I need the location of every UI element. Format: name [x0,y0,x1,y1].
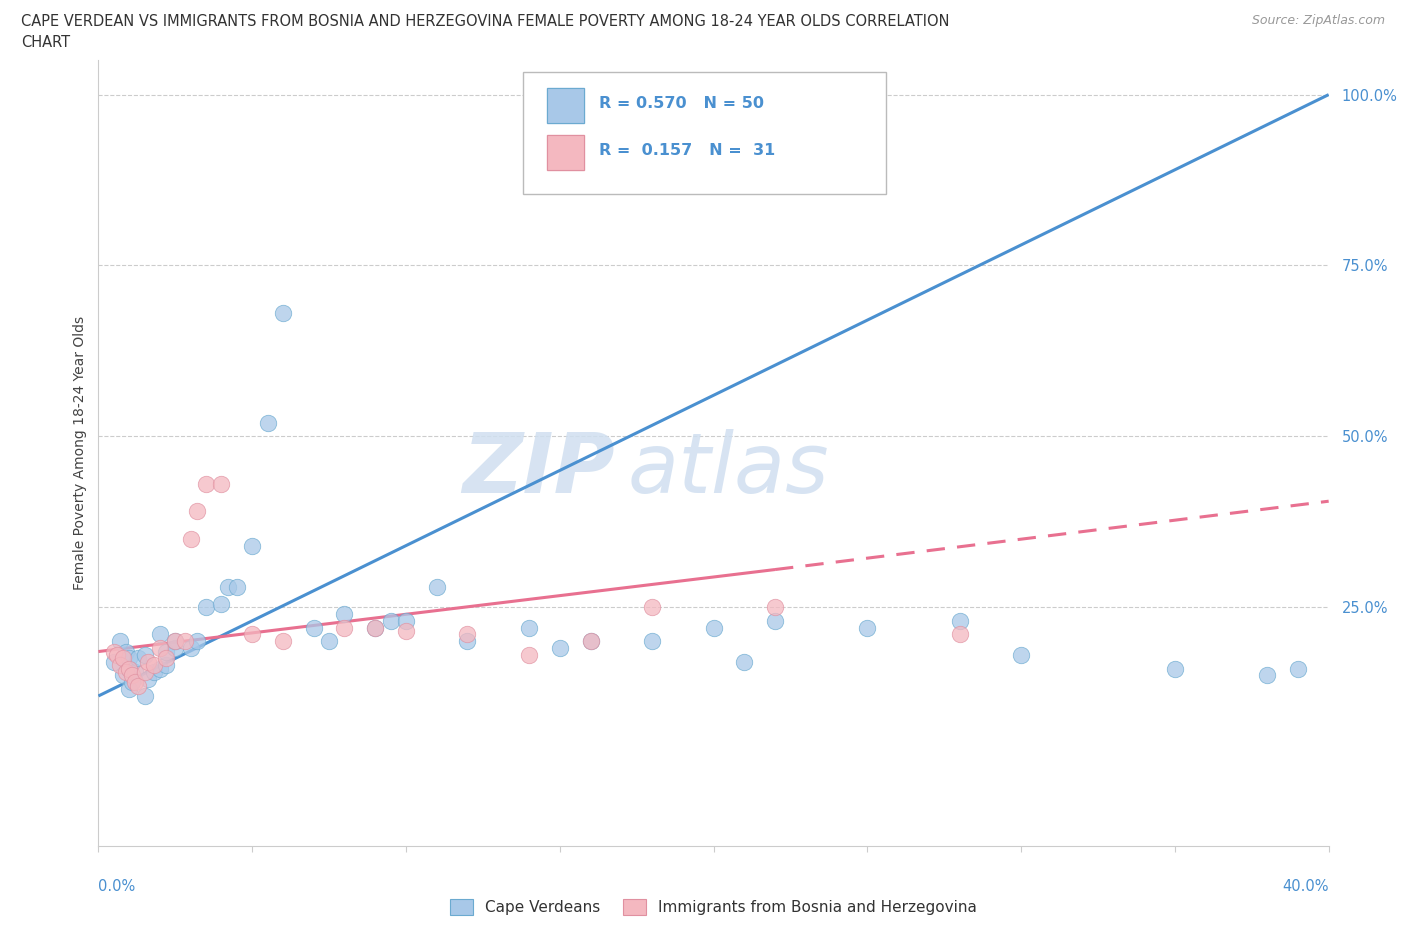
Text: atlas: atlas [627,429,830,510]
Point [949,627,972,642]
Point [173,634,195,649]
Text: 40.0%: 40.0% [1282,879,1329,894]
Point [240,627,263,642]
Point [456,634,478,649]
Point [186,504,208,519]
Point [108,634,131,649]
Point [949,614,972,629]
Point [127,678,149,693]
Point [240,538,263,553]
Point [118,651,141,666]
Point [124,665,146,680]
Point [155,658,177,672]
Point [165,641,187,656]
Point [180,531,202,546]
Point [733,655,755,670]
Point [548,641,571,656]
Point [134,688,156,703]
Text: 0.0%: 0.0% [98,879,135,894]
Point [115,665,138,680]
Point [103,655,125,670]
Point [333,620,356,635]
Point [180,641,202,656]
Point [211,477,233,492]
Point [118,661,141,676]
Point [579,634,602,649]
Legend: Cape Verdeans, Immigrants from Bosnia and Herzegovina: Cape Verdeans, Immigrants from Bosnia an… [444,893,983,922]
Point [134,647,156,662]
Point [395,624,418,639]
Y-axis label: Female Poverty Among 18-24 Year Olds: Female Poverty Among 18-24 Year Olds [73,316,87,591]
Point [456,627,478,642]
Point [149,641,172,656]
Point [127,651,149,666]
Bar [547,135,585,170]
Point [142,658,165,672]
Point [1256,668,1278,683]
Point [195,600,218,615]
Point [517,647,540,662]
Point [108,658,131,672]
Point [225,579,247,594]
Point [364,620,387,635]
Point [115,644,138,659]
Point [149,627,172,642]
Point [118,661,141,676]
Point [380,614,402,629]
Point [124,675,146,690]
Point [112,668,135,683]
Point [105,647,128,662]
Point [426,579,449,594]
Bar [547,135,585,170]
Point [395,614,418,629]
Point [641,600,664,615]
Point [856,620,879,635]
Point [136,655,159,670]
Text: Source: ZipAtlas.com: Source: ZipAtlas.com [1251,14,1385,27]
Text: ZIP: ZIP [463,429,616,510]
Point [763,614,786,629]
Point [121,668,143,683]
Point [641,634,664,649]
Bar [547,88,585,124]
Point [1164,661,1187,676]
Point [149,661,172,676]
Point [165,634,187,649]
Point [271,306,294,321]
Point [333,606,356,621]
Text: R = 0.570   N = 50: R = 0.570 N = 50 [599,96,763,112]
Text: R =  0.157   N =  31: R = 0.157 N = 31 [599,143,775,158]
Point [155,644,177,659]
Text: CAPE VERDEAN VS IMMIGRANTS FROM BOSNIA AND HERZEGOVINA FEMALE POVERTY AMONG 18-2: CAPE VERDEAN VS IMMIGRANTS FROM BOSNIA A… [21,14,949,29]
Point [118,682,141,697]
Point [136,671,159,686]
Point [364,620,387,635]
Point [302,620,325,635]
Point [142,665,165,680]
Point [165,634,187,649]
Point [103,644,125,659]
Text: CHART: CHART [21,35,70,50]
Point [579,634,602,649]
Point [271,634,294,649]
Point [195,477,218,492]
Point [1010,647,1032,662]
Point [211,596,233,611]
Point [517,620,540,635]
Point [256,415,278,430]
Point [112,651,135,666]
Point [763,600,786,615]
Point [318,634,340,649]
FancyBboxPatch shape [523,73,886,194]
Point [703,620,725,635]
Point [186,634,208,649]
Point [134,665,156,680]
Point [121,675,143,690]
Point [1286,661,1309,676]
Point [217,579,239,594]
Point [155,651,177,666]
Bar [547,88,585,124]
